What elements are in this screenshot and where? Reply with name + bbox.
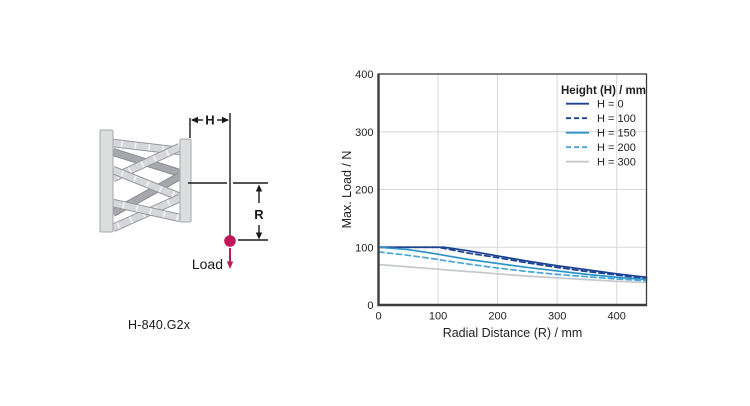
hexapod-diagram-svg: H R Load xyxy=(99,113,268,272)
y-tick-label: 200 xyxy=(355,185,373,197)
strut-light xyxy=(111,166,182,201)
h-arrowhead-right xyxy=(222,116,229,124)
series-line-4 xyxy=(377,263,648,284)
legend-label-2: H = 150 xyxy=(597,128,636,140)
reference-lines xyxy=(188,113,268,241)
legend-label-3: H = 200 xyxy=(597,142,636,154)
legend-title: Height (H) / mm xyxy=(561,85,646,97)
y-axis-title: Max. Load / N xyxy=(340,151,354,229)
y-tick-label: 100 xyxy=(355,242,373,254)
legend-label-4: H = 300 xyxy=(597,157,636,169)
legend-label-1: H = 100 xyxy=(597,113,636,125)
load-chart: 0 100 200 300 400 0 100 200 300 400 Radial Distanc… xyxy=(340,58,750,358)
series-line-1 xyxy=(377,246,648,280)
x-tick-label: 100 xyxy=(429,311,447,323)
x-tick-label: 300 xyxy=(548,311,566,323)
model-label: H-840.G2x xyxy=(128,318,191,332)
h-arrowhead-left xyxy=(191,116,198,124)
dimension-h-label: H xyxy=(205,113,214,128)
r-arrowhead-up xyxy=(255,184,263,192)
dimension-r-label: R xyxy=(254,207,264,222)
load-arrowhead xyxy=(226,261,234,269)
x-tick-label: 0 xyxy=(375,311,381,323)
series-line-3 xyxy=(377,251,648,282)
hexapod-diagram: H R Load xyxy=(82,85,302,285)
load-point xyxy=(224,235,236,247)
x-tick-label: 200 xyxy=(488,311,506,323)
series-line-2 xyxy=(377,246,648,281)
hexapod-struts-front xyxy=(111,138,182,232)
load-chart-svg: 0 100 200 300 400 0 100 200 300 400 Radial Distanc… xyxy=(340,69,648,340)
r-arrowhead-down xyxy=(255,232,263,240)
y-tick-label: 400 xyxy=(355,69,373,81)
load-label: Load xyxy=(192,256,223,272)
y-tick-label: 0 xyxy=(367,300,373,312)
legend-label-0: H = 0 xyxy=(597,99,624,111)
x-tick-label: 400 xyxy=(608,311,626,323)
base-plate xyxy=(99,129,114,233)
y-tick-label: 300 xyxy=(355,127,373,139)
strut-light xyxy=(112,198,181,223)
x-axis-title: Radial Distance (R) / mm xyxy=(443,326,583,340)
platform-plate xyxy=(179,138,192,223)
